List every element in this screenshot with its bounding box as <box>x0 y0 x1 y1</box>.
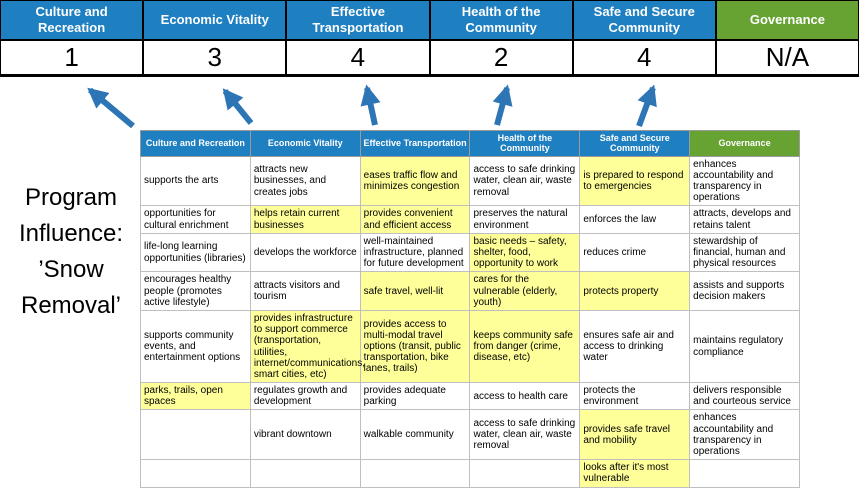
matrix-cell <box>249 459 361 488</box>
matrix-cell: reduces crime <box>579 232 691 273</box>
matrix-cell: provides access to multi-modal travel op… <box>359 309 471 384</box>
matrix-cell: parks, trails, open spaces <box>140 382 251 411</box>
matrix-cell: provides convenient and efficient access <box>359 205 471 234</box>
matrix-head: Culture and Recreation Economic Vitality… <box>140 130 800 157</box>
matrix-cell: looks after it's most vulnerable <box>579 459 691 488</box>
matrix-row: looks after it's most vulnerable <box>140 459 800 488</box>
matrix-cell: enforces the law <box>579 205 691 234</box>
matrix-header-economic: Economic Vitality <box>249 130 361 157</box>
influence-matrix: Culture and Recreation Economic Vitality… <box>140 130 800 488</box>
arrow-up-icon <box>222 88 254 125</box>
banner-header-safety: Safe and Secure Community <box>573 1 715 39</box>
matrix-cell: opportunities for cultural enrichment <box>140 205 251 234</box>
score-banner: Culture and Recreation Economic Vitality… <box>0 0 859 77</box>
matrix-cell: attracts visitors and tourism <box>249 271 361 311</box>
matrix-cell <box>140 459 251 488</box>
banner-score-culture: 1 <box>1 41 143 74</box>
matrix-cell: attracts new businesses, and creates job… <box>249 155 361 207</box>
influence-arrows <box>87 84 657 129</box>
matrix-cell: walkable community <box>359 409 471 461</box>
matrix-cell: preserves the natural environment <box>469 205 581 234</box>
matrix-cell: delivers responsible and courteous servi… <box>689 382 800 411</box>
matrix-cell: protects property <box>579 271 691 311</box>
page-title-line: Influence: <box>18 220 124 247</box>
matrix-cell: basic needs – safety, shelter, food, opp… <box>469 232 581 273</box>
matrix-cell <box>689 459 800 488</box>
matrix-cell: access to health care <box>469 382 581 411</box>
matrix-row: opportunities for cultural enrichment hel… <box>140 205 800 234</box>
matrix-cell: enhances accountability and transparency… <box>689 155 800 207</box>
matrix-cell: ensures safe air and access to drinking … <box>579 309 691 384</box>
arrow-up-icon <box>636 84 657 128</box>
matrix-body: supports the arts attracts new businesses… <box>140 155 800 488</box>
matrix-row: parks, trails, open spaces regulates grow… <box>140 382 800 411</box>
matrix-cell: provides infrastructure to support comme… <box>249 309 365 384</box>
matrix-cell: assists and supports decision makers <box>689 271 800 311</box>
matrix-row: life-long learning opportunities (librar… <box>140 232 800 273</box>
matrix-cell: stewardship of financial, human and phys… <box>689 232 800 273</box>
matrix-cell: life-long learning opportunities (librar… <box>140 232 251 273</box>
matrix-cell: helps retain current businesses <box>249 205 361 234</box>
matrix-cell: keeps community safe from danger (crime,… <box>469 309 581 384</box>
matrix-cell: access to safe drinking water, clean air… <box>469 409 581 461</box>
matrix-cell: maintains regulatory compliance <box>689 309 800 384</box>
banner-header-governance: Governance <box>716 1 858 39</box>
matrix-cell: eases traffic flow and minimizes congest… <box>359 155 471 207</box>
arrow-up-icon <box>492 84 513 126</box>
banner-score-governance: N/A <box>716 41 858 74</box>
matrix-cell: safe travel, well-lit <box>359 271 471 311</box>
banner-score-safety: 4 <box>573 41 715 74</box>
arrow-up-icon <box>87 87 135 129</box>
matrix-header-governance: Governance <box>689 130 800 157</box>
banner-header-transportation: Effective Transportation <box>287 1 429 39</box>
matrix-row: supports the arts attracts new businesses… <box>140 155 800 207</box>
matrix-cell: supports the arts <box>140 155 251 207</box>
banner-score-economic: 3 <box>144 41 286 74</box>
matrix-cell: vibrant downtown <box>249 409 361 461</box>
matrix-cell: is prepared to respond to emergencies <box>579 155 691 207</box>
matrix-header-transportation: Effective Transportation <box>359 130 471 157</box>
banner-score-transportation: 4 <box>287 41 429 74</box>
matrix-row: vibrant downtown walkable community access… <box>140 409 800 461</box>
page-title-line: Program <box>24 184 118 211</box>
page-title-line: ’Snow <box>38 256 104 283</box>
matrix-cell: develops the workforce <box>249 232 361 273</box>
page-title: Program Influence: ’Snow Removal’ <box>0 180 142 324</box>
matrix-cell: supports community events, and entertain… <box>140 309 251 384</box>
matrix-cell <box>359 459 471 488</box>
matrix-cell: regulates growth and development <box>249 382 361 411</box>
banner-header-health: Health of the Community <box>430 1 572 39</box>
page-title-line: Removal’ <box>20 292 122 319</box>
matrix-cell: encourages healthy people (promotes acti… <box>140 271 251 311</box>
matrix-header-health: Health of the Community <box>469 130 581 157</box>
matrix-header-safety: Safe and Secure Community <box>579 130 691 157</box>
banner-header-culture: Culture and Recreation <box>1 1 143 39</box>
matrix-row: encourages healthy people (promotes acti… <box>140 271 800 311</box>
matrix-header-row: Culture and Recreation Economic Vitality… <box>140 130 800 157</box>
banner-header-economic: Economic Vitality <box>144 1 286 39</box>
matrix-cell: well-maintained infrastructure, planned … <box>359 232 471 273</box>
matrix-cell <box>140 409 251 461</box>
matrix-row: supports community events, and entertain… <box>140 309 800 384</box>
matrix-cell: protects the environment <box>579 382 691 411</box>
matrix-cell: provides adequate parking <box>359 382 471 411</box>
arrow-up-icon <box>360 84 381 126</box>
matrix-cell <box>469 459 581 488</box>
matrix-cell: access to safe drinking water, clean air… <box>469 155 581 207</box>
banner-score-health: 2 <box>430 41 572 74</box>
matrix-header-culture: Culture and Recreation <box>140 130 251 157</box>
matrix-cell: enhances accountability and transparency… <box>689 409 800 461</box>
matrix-cell: cares for the vulnerable (elderly, youth… <box>469 271 581 311</box>
matrix-cell: provides safe travel and mobility <box>579 409 691 461</box>
matrix-cell: attracts, develops and retains talent <box>689 205 800 234</box>
